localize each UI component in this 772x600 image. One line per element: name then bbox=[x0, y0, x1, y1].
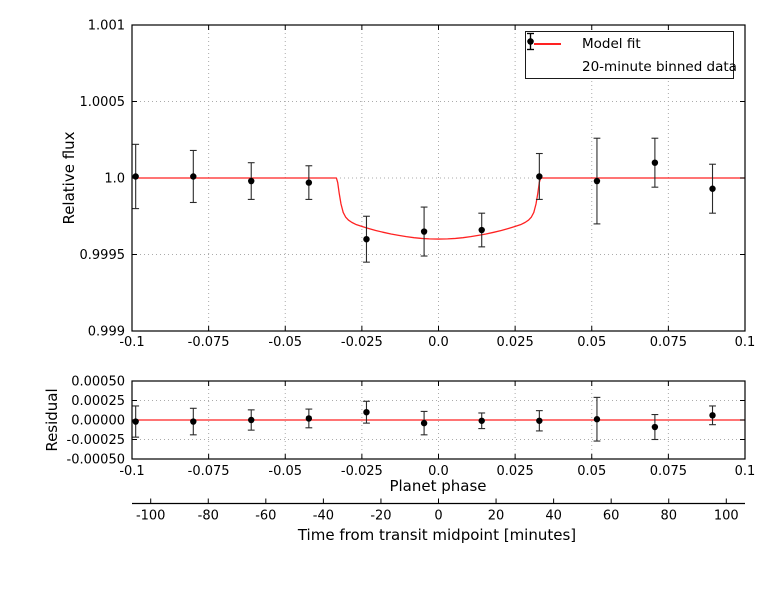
model-fit-line-icon bbox=[526, 42, 582, 45]
tick-label: 0.1 bbox=[735, 335, 756, 350]
model-fit-line bbox=[132, 177, 745, 240]
data-point bbox=[305, 165, 313, 200]
data-point bbox=[593, 396, 601, 442]
tick-label: -60 bbox=[255, 509, 276, 524]
error-bar bbox=[132, 418, 139, 425]
error-bar bbox=[305, 179, 313, 186]
tick-label: 0.05 bbox=[577, 464, 606, 479]
error-bar bbox=[593, 177, 601, 185]
error-bar bbox=[478, 417, 485, 424]
tick-label: -0.075 bbox=[188, 335, 230, 350]
error-bar bbox=[651, 423, 659, 431]
planet-phase-axis-label: Planet phase bbox=[389, 477, 487, 495]
tick-label: 0.00025 bbox=[71, 394, 125, 409]
legend-label: 20-minute binned data bbox=[582, 58, 737, 75]
tick-label: 0.999 bbox=[88, 325, 125, 340]
error-bar bbox=[593, 416, 601, 423]
tick-label: 0.025 bbox=[497, 464, 534, 479]
error-bar bbox=[709, 412, 716, 419]
error-bar bbox=[651, 159, 659, 166]
tick-label: 0.075 bbox=[650, 335, 687, 350]
data-point bbox=[535, 152, 543, 200]
time-axis-label: Time from transit midpoint [minutes] bbox=[297, 526, 577, 544]
error-bar bbox=[709, 185, 716, 192]
data-point bbox=[247, 162, 255, 200]
tick-label: 1.001 bbox=[88, 19, 125, 34]
data-point bbox=[651, 413, 659, 441]
data-point bbox=[478, 212, 486, 248]
tick-label: 60 bbox=[603, 509, 620, 524]
data-point bbox=[420, 206, 428, 257]
error-bar bbox=[420, 419, 428, 427]
legend-item-binned-data: 20-minute binned data bbox=[526, 32, 737, 77]
legend-label: Model fit bbox=[582, 35, 641, 52]
data-point bbox=[593, 137, 601, 225]
tick-label: 1.0005 bbox=[80, 95, 126, 110]
tick-label: 0.1 bbox=[735, 464, 756, 479]
tick-label: -40 bbox=[313, 509, 334, 524]
tick-label: -0.00050 bbox=[67, 453, 125, 468]
error-bar bbox=[248, 416, 255, 424]
data-point bbox=[651, 137, 659, 188]
legend-box: Model fit 20-minute binned data bbox=[525, 31, 737, 79]
tick-label: 0 bbox=[434, 509, 442, 524]
data-point bbox=[247, 409, 255, 431]
tick-label: 1.0 bbox=[104, 172, 125, 187]
tick-label: 0.00000 bbox=[71, 414, 125, 429]
data-point bbox=[132, 405, 140, 438]
error-bar bbox=[536, 417, 543, 424]
tick-label: -0.00025 bbox=[67, 433, 125, 448]
data-point bbox=[709, 405, 716, 426]
error-bar bbox=[363, 409, 370, 416]
tick-label: 100 bbox=[714, 509, 739, 524]
tick-label: -0.025 bbox=[341, 464, 383, 479]
data-point bbox=[363, 400, 370, 424]
tick-label: 80 bbox=[660, 509, 677, 524]
tick-label: 0.025 bbox=[497, 335, 534, 350]
tick-label: 0.9995 bbox=[80, 248, 126, 263]
data-point bbox=[189, 149, 197, 204]
data-point bbox=[132, 143, 140, 210]
tick-label: 0.05 bbox=[577, 335, 606, 350]
data-point bbox=[363, 215, 370, 263]
tick-label: -0.05 bbox=[268, 335, 302, 350]
error-bar bbox=[190, 173, 197, 180]
data-point bbox=[535, 410, 543, 432]
error-bar bbox=[536, 173, 543, 180]
tick-label: -20 bbox=[370, 509, 391, 524]
error-bar bbox=[478, 226, 485, 234]
tick-label: 20 bbox=[488, 509, 505, 524]
tick-label: -80 bbox=[198, 509, 219, 524]
error-bar bbox=[420, 228, 428, 235]
error-bar bbox=[248, 177, 255, 185]
tick-label: 0.00050 bbox=[71, 375, 125, 390]
tick-label: -0.1 bbox=[119, 464, 144, 479]
error-bar bbox=[363, 236, 370, 243]
error-bar bbox=[305, 415, 313, 422]
tick-label: 40 bbox=[545, 509, 562, 524]
data-point bbox=[709, 163, 716, 214]
tick-label: 0.0 bbox=[428, 335, 449, 350]
error-bar bbox=[132, 173, 139, 180]
data-point bbox=[305, 408, 313, 429]
tick-label: -0.1 bbox=[119, 335, 144, 350]
tick-label: 0.0 bbox=[428, 464, 449, 479]
tick-label: -0.075 bbox=[188, 464, 230, 479]
tick-label: 0.075 bbox=[650, 464, 687, 479]
legend-item-model-fit: Model fit bbox=[526, 33, 733, 54]
tick-label: -0.05 bbox=[268, 464, 302, 479]
data-point bbox=[189, 407, 197, 436]
tick-label: -100 bbox=[136, 509, 166, 524]
data-point bbox=[478, 412, 486, 430]
tick-label: -0.025 bbox=[341, 335, 383, 350]
data-point bbox=[420, 410, 428, 436]
relative-flux-axis-label: Relative flux bbox=[60, 131, 78, 225]
error-bar bbox=[190, 418, 197, 425]
residual-axis-label: Residual bbox=[43, 388, 61, 452]
